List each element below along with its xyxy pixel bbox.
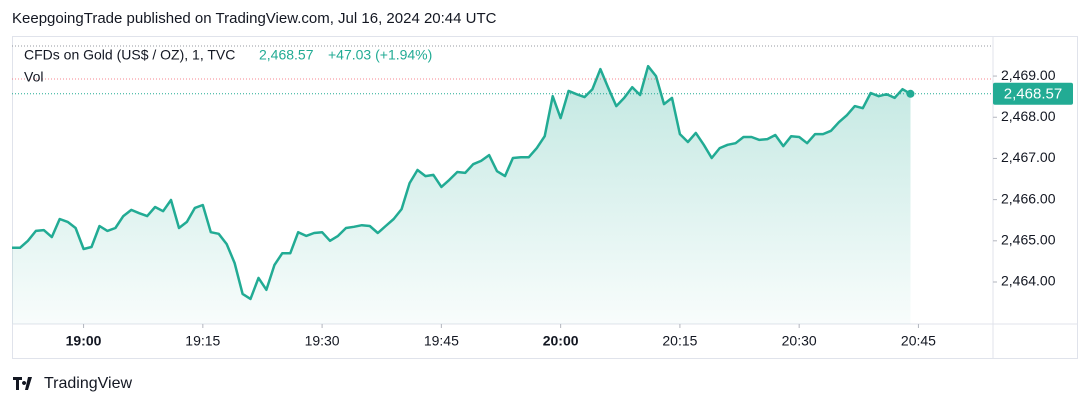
y-tick-label: 2,465.00 bbox=[1001, 232, 1056, 248]
x-tick-label: 19:45 bbox=[424, 333, 459, 349]
y-tick-label: 2,467.00 bbox=[1001, 149, 1056, 165]
y-tick-label: 2,466.00 bbox=[1001, 190, 1056, 206]
brand-name: TradingView bbox=[44, 375, 132, 392]
legend-last: 2,468.57 bbox=[259, 47, 314, 63]
last-price-badge bbox=[993, 82, 1073, 105]
brand-logo bbox=[13, 377, 32, 390]
x-tick-label: 19:30 bbox=[305, 333, 340, 349]
last-price-label: 2,468.57 bbox=[1004, 86, 1062, 103]
price-line bbox=[12, 64, 912, 301]
x-tick-label: 19:15 bbox=[185, 333, 220, 349]
publish-header: KeepgoingTrade published on TradingView.… bbox=[12, 10, 497, 27]
y-tick-label: 2,469.00 bbox=[1001, 67, 1056, 83]
area-fill bbox=[12, 66, 911, 324]
chart-frame bbox=[12, 36, 1078, 359]
x-tick-label: 20:30 bbox=[782, 333, 817, 349]
legend-symbol: CFDs on Gold (US$ / OZ), 1, TVC bbox=[24, 47, 235, 63]
y-tick-label: 2,468.00 bbox=[1001, 108, 1056, 124]
x-tick-label: 20:45 bbox=[901, 333, 936, 349]
last-point bbox=[906, 89, 915, 98]
x-tick-label: 20:00 bbox=[543, 333, 579, 349]
x-tick-label: 20:15 bbox=[662, 333, 697, 349]
legend-volume: Vol bbox=[24, 69, 43, 85]
x-tick-label: 19:00 bbox=[66, 333, 102, 349]
y-tick-label: 2,464.00 bbox=[1001, 273, 1056, 289]
legend-change: +47.03 (+1.94%) bbox=[328, 47, 432, 63]
